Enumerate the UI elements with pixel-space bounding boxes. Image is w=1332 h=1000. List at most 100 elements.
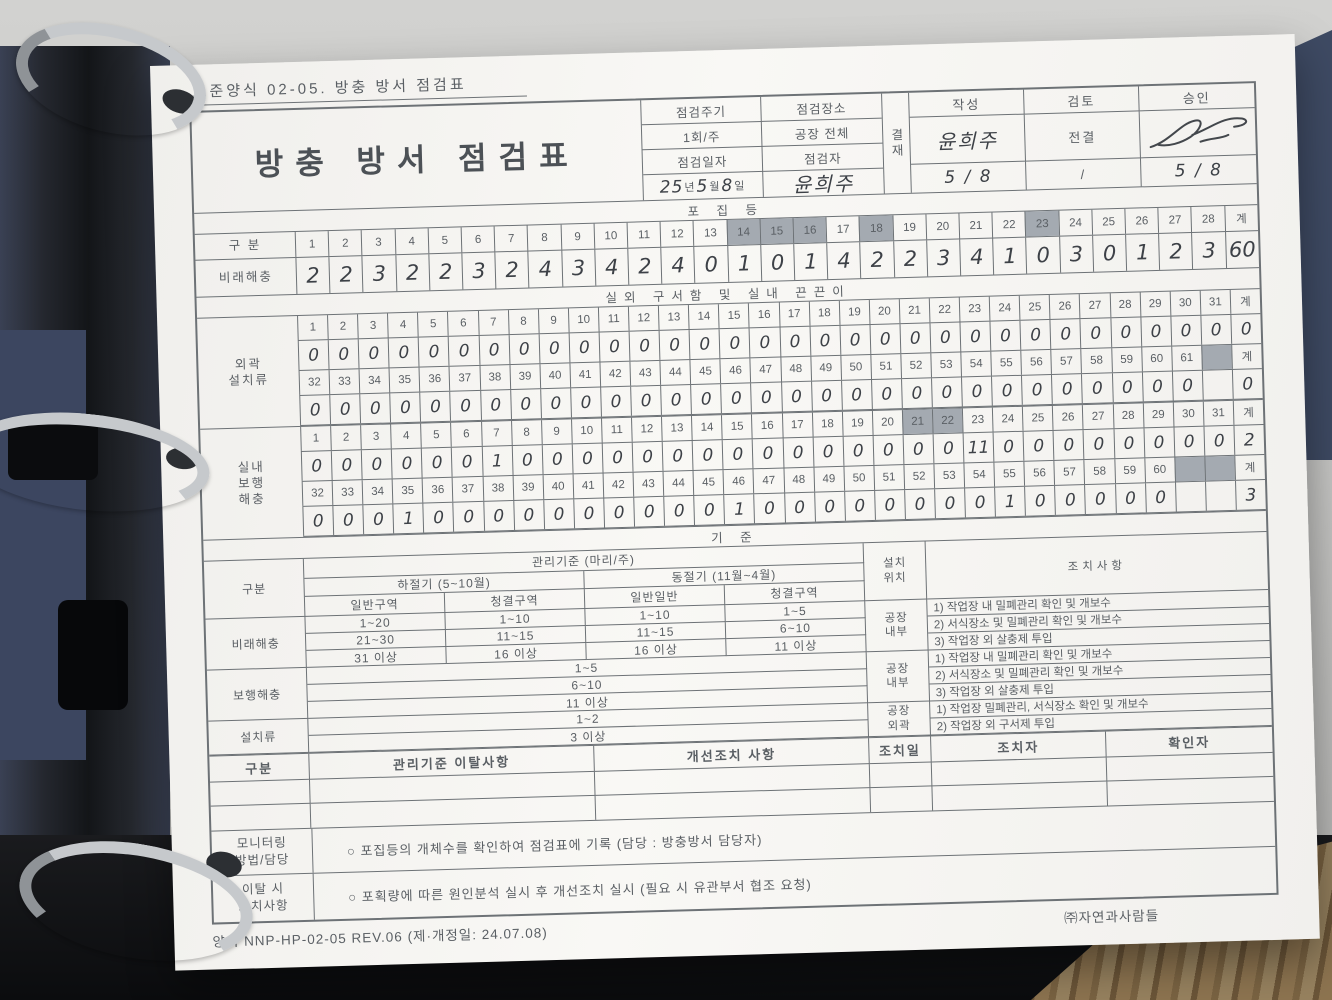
grid-header-cell: 58 [1083, 459, 1115, 485]
grid-value-cell: 0 [1019, 319, 1051, 350]
paper-sheet: 표준양식 02-05. 방충 방서 점검표 방충 방서 점검표 점검주기 점검장… [150, 34, 1320, 971]
handwritten-count: 0 [1093, 434, 1105, 455]
handwritten-count: 0 [699, 333, 711, 355]
handwritten-count: 0 [884, 494, 896, 516]
grid-value-cell: 0 [451, 446, 483, 477]
grid-header-cell: 23 [958, 296, 990, 322]
grid-header-cell: 12 [627, 305, 659, 331]
handwritten-count: 0 [431, 452, 443, 473]
handwritten-count: 0 [490, 394, 502, 416]
handwritten-count: 0 [1034, 490, 1046, 511]
handwritten-count: 0 [670, 389, 682, 411]
grid-value-cell: 0 [718, 328, 750, 359]
grid-value-cell: 0 [1113, 428, 1144, 459]
handwritten-count: 0 [760, 387, 773, 408]
grid-value-cell: 0 [1082, 429, 1114, 460]
handwritten-count: 2 [505, 257, 520, 283]
handwritten-count: 0 [520, 393, 532, 415]
grid-value-cell: 0 [752, 438, 783, 469]
handwritten-count: 0 [1183, 431, 1195, 452]
writer-signature: 윤희주 [909, 114, 1027, 165]
grid-value-cell: 0 [357, 338, 389, 369]
grid-value-cell: 0 [568, 332, 600, 363]
grid-value-cell: 0 [1021, 374, 1053, 405]
grid-header-cell: 3 [357, 313, 388, 339]
grid-header-cell: 33 [328, 369, 360, 395]
inspection-date-label: 점검일자 [642, 146, 764, 176]
handwritten-count: 0 [1154, 487, 1167, 508]
grid-value-cell: 0 [449, 390, 481, 421]
grid-value-cell: 0 [1052, 430, 1084, 460]
grid-value-cell: 2 [394, 254, 430, 292]
inspector-signature: 윤희주 [792, 171, 855, 198]
grid-value-cell: 0 [870, 379, 902, 409]
grid-value-cell: 0 [663, 495, 695, 526]
grid-header-cell: 37 [452, 476, 483, 502]
handwritten-count: 0 [672, 445, 684, 467]
grid-value-cell: 0 [601, 442, 633, 473]
handwritten-count: 0 [704, 252, 719, 277]
grid-value-cell: 0 [1144, 482, 1176, 513]
grid-header-cell: 26 [1052, 405, 1083, 430]
handwritten-count: 3 [571, 255, 586, 281]
handwritten-count: 3 [471, 258, 486, 284]
grid-value-cell: 0 [869, 324, 901, 355]
handwritten-count: 0 [819, 330, 831, 351]
grid-value-cell: 4 [527, 250, 562, 288]
grid-value-cell: 0 [571, 443, 603, 474]
grid-value-cell: 0 [419, 391, 451, 422]
handwritten-count: 0 [1090, 323, 1102, 344]
grid-value-cell: 0 [421, 447, 453, 478]
handwritten-count: 3 [936, 245, 951, 271]
grid-value-cell: 0 [1140, 316, 1171, 347]
grid-header-cell: 58 [1080, 348, 1112, 374]
grid-value-cell: 2 [892, 240, 928, 278]
handwritten-count: 0 [912, 439, 925, 460]
handwritten-count: 0 [668, 334, 681, 356]
handwritten-count: 1 [1004, 491, 1016, 512]
grid-header-cell: 23 [961, 407, 993, 433]
grid-header-cell: 51 [870, 354, 901, 379]
grid-value-cell: 0 [541, 444, 573, 475]
grid-value-cell: 1 [723, 494, 755, 525]
handwritten-count: 0 [941, 382, 953, 403]
grid-value-cell: 0 [779, 326, 810, 357]
grid-header-cell: 21 [958, 212, 993, 239]
grid-header-cell: 18 [811, 411, 843, 437]
handwritten-count: 0 [1120, 322, 1132, 343]
grid-value-cell: 0 [842, 435, 874, 466]
grid-value-cell: 0 [512, 500, 544, 531]
handwritten-count: 0 [581, 448, 594, 469]
trap-corner-label: 구 분 [194, 232, 296, 261]
handwritten-count: 0 [792, 442, 804, 463]
binder-clip [8, 420, 98, 480]
grid-value-cell: 0 [780, 381, 812, 412]
grid-total-header-cell: 계 [1229, 289, 1261, 314]
approval-stamp-label: 결재 [881, 92, 911, 194]
handwritten-count: 0 [640, 390, 652, 411]
grid-value-cell: 0 [1025, 236, 1060, 274]
handwritten-count: 0 [700, 388, 712, 410]
handwritten-count: 0 [729, 333, 741, 354]
handwritten-count: 0 [608, 336, 621, 357]
grid-header-cell: 28 [1109, 292, 1141, 318]
grid-value-cell: 0 [1143, 427, 1175, 458]
grid-value-cell: 0 [840, 379, 872, 410]
handwritten-count: 0 [1033, 435, 1045, 456]
handwritten-count: 0 [643, 501, 655, 522]
grid-value-cell: 4 [594, 248, 629, 286]
handwritten-count: 0 [974, 492, 986, 513]
handwritten-count: 0 [911, 383, 923, 404]
deviation-empty-cell [210, 779, 311, 807]
grid-header-cell: 47 [752, 468, 784, 494]
grid-header-cell: 6 [450, 421, 482, 447]
handwritten-count: 4 [837, 248, 852, 273]
grid-value-cell: 0 [1079, 318, 1111, 349]
grid-value-cell: 0 [600, 386, 631, 417]
grid-header-cell: 25 [1022, 405, 1053, 431]
grid-header-cell: 37 [448, 365, 480, 391]
grid-header-cell: 54 [960, 351, 992, 377]
grid-value-pad-cell [1174, 481, 1206, 512]
grid-header-cell: 56 [1023, 460, 1055, 486]
handwritten-count: 0 [580, 392, 592, 413]
